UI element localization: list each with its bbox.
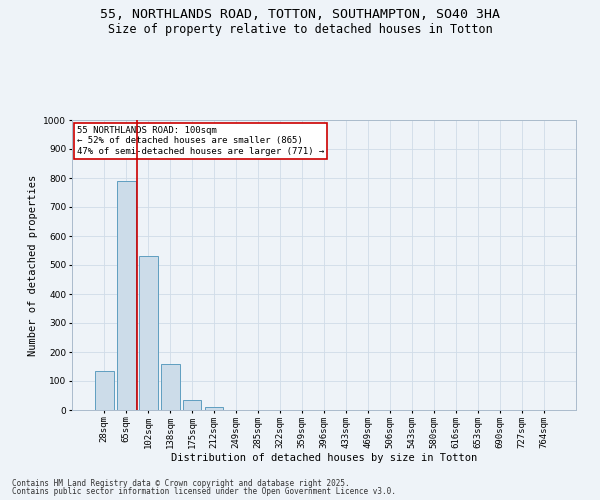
Bar xyxy=(117,181,136,410)
Bar xyxy=(161,364,179,410)
Bar xyxy=(139,256,158,410)
Text: Contains public sector information licensed under the Open Government Licence v3: Contains public sector information licen… xyxy=(12,487,396,496)
Text: Size of property relative to detached houses in Totton: Size of property relative to detached ho… xyxy=(107,22,493,36)
Text: 55, NORTHLANDS ROAD, TOTTON, SOUTHAMPTON, SO40 3HA: 55, NORTHLANDS ROAD, TOTTON, SOUTHAMPTON… xyxy=(100,8,500,20)
Y-axis label: Number of detached properties: Number of detached properties xyxy=(28,174,38,356)
X-axis label: Distribution of detached houses by size in Totton: Distribution of detached houses by size … xyxy=(171,454,477,464)
Bar xyxy=(205,407,223,410)
Text: 55 NORTHLANDS ROAD: 100sqm
← 52% of detached houses are smaller (865)
47% of sem: 55 NORTHLANDS ROAD: 100sqm ← 52% of deta… xyxy=(77,126,324,156)
Bar xyxy=(95,371,113,410)
Text: Contains HM Land Registry data © Crown copyright and database right 2025.: Contains HM Land Registry data © Crown c… xyxy=(12,478,350,488)
Bar xyxy=(183,400,202,410)
